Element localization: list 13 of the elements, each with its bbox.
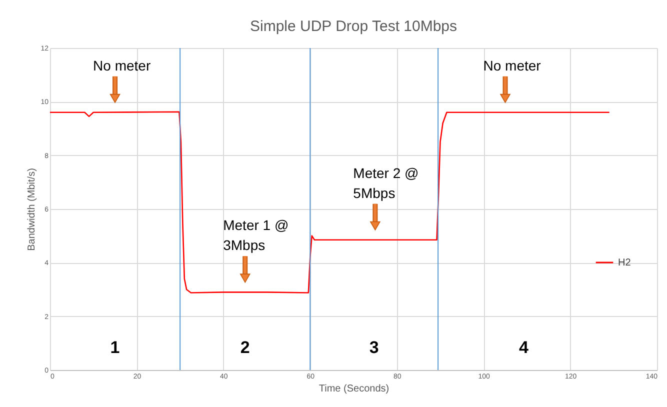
annotation: 3 — [369, 338, 379, 357]
annotation: No meter — [93, 57, 151, 74]
chart-title: Simple UDP Drop Test 10Mbps — [250, 18, 458, 35]
annotation: Meter 2 @ 5Mbps — [353, 164, 419, 201]
x-axis-title: Time (Seconds) — [318, 384, 390, 394]
annotation: 4 — [518, 338, 529, 357]
annotation: 2 — [240, 338, 250, 357]
annotation: Meter 1 @ 3Mbps — [223, 217, 289, 254]
annotation: No meter — [483, 57, 542, 74]
legend-label: H2 — [618, 258, 632, 268]
y-axis-title: Bandwidth (Mbit/s) — [26, 168, 38, 251]
annotation: 1 — [110, 338, 120, 357]
line-series — [49, 111, 610, 294]
